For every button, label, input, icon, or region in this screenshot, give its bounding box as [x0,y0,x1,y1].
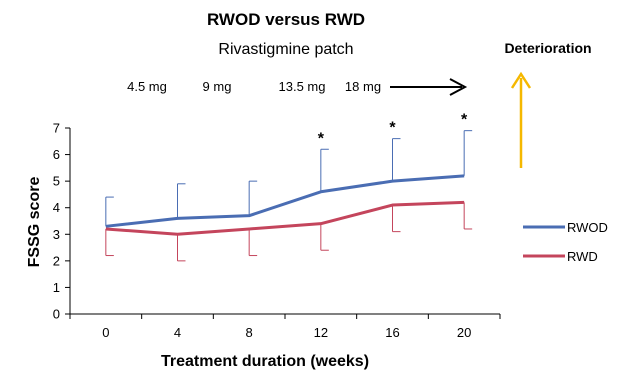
x-tick-label: 16 [385,325,399,340]
y-axis-label: FSSG score [26,177,43,268]
chart-subtitle: Rivastigmine patch [218,41,353,58]
error-bars [105,130,473,262]
x-tick-label: 8 [246,325,253,340]
legend-label-rwd: RWD [567,249,598,264]
dose-label-4: 18 mg [345,79,381,94]
dose-arrow [390,78,468,96]
dose-label-1: 4.5 mg [127,79,167,94]
chart-title: RWOD versus RWD [207,10,365,29]
x-tick-label: 20 [457,325,471,340]
dose-labels: 4.5 mg 9 mg 13.5 mg 18 mg [127,79,381,94]
y-axis-ticks: 0 1 2 3 4 5 6 7 [53,121,70,322]
y-tick-label: 1 [53,280,60,295]
deterioration-label: Deterioration [504,40,591,56]
significance-mark: * [318,130,325,147]
axes [69,128,500,315]
y-tick-label: 2 [53,253,60,268]
y-tick-label: 0 [53,307,60,322]
deterioration-arrow [510,71,532,168]
y-tick-label: 4 [53,200,60,215]
y-tick-label: 3 [53,227,60,242]
y-tick-label: 7 [53,121,60,136]
significance-mark: * [461,112,468,129]
legend-label-rwod: RWOD [567,220,608,235]
series-lines [105,174,465,236]
dose-label-2: 9 mg [203,79,232,94]
significance-marks: * * * [318,112,468,148]
x-axis-label: Treatment duration (weeks) [161,353,369,370]
dose-label-3: 13.5 mg [279,79,326,94]
series-line-rwod [105,174,465,228]
x-axis-ticks: 0 4 8 12 16 20 [69,314,501,340]
x-tick-label: 0 [102,325,109,340]
x-tick-label: 4 [174,325,181,340]
y-tick-label: 5 [53,174,60,189]
series-line-rwd [105,200,465,236]
legend: RWOD RWD [523,220,608,264]
significance-mark: * [389,120,396,137]
x-tick-label: 12 [314,325,328,340]
y-tick-label: 6 [53,147,60,162]
